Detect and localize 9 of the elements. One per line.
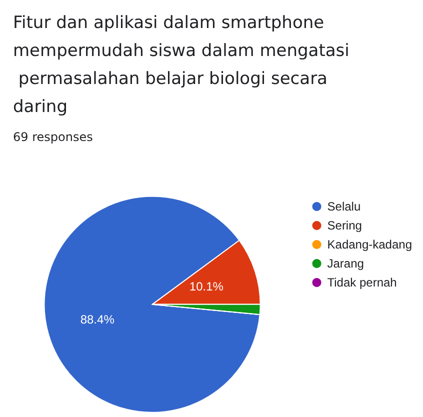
data-label: 10.1% [189,280,224,294]
legend-label: Kadang-kadang [327,238,412,252]
chart-subtitle: 69 responses [13,130,93,144]
chart-title: Fitur dan aplikasi dalam smartphone mempermudah siswa dalam mengatasi permasalahan belajar biologi secara daring [13,13,350,117]
data-label: 88.4% [80,312,115,327]
legend-label: Jarang [327,256,364,270]
legend-label: Sering [327,218,362,232]
legend-label: Tidak pernah [327,276,397,290]
legend-label: Selalu [327,200,361,214]
